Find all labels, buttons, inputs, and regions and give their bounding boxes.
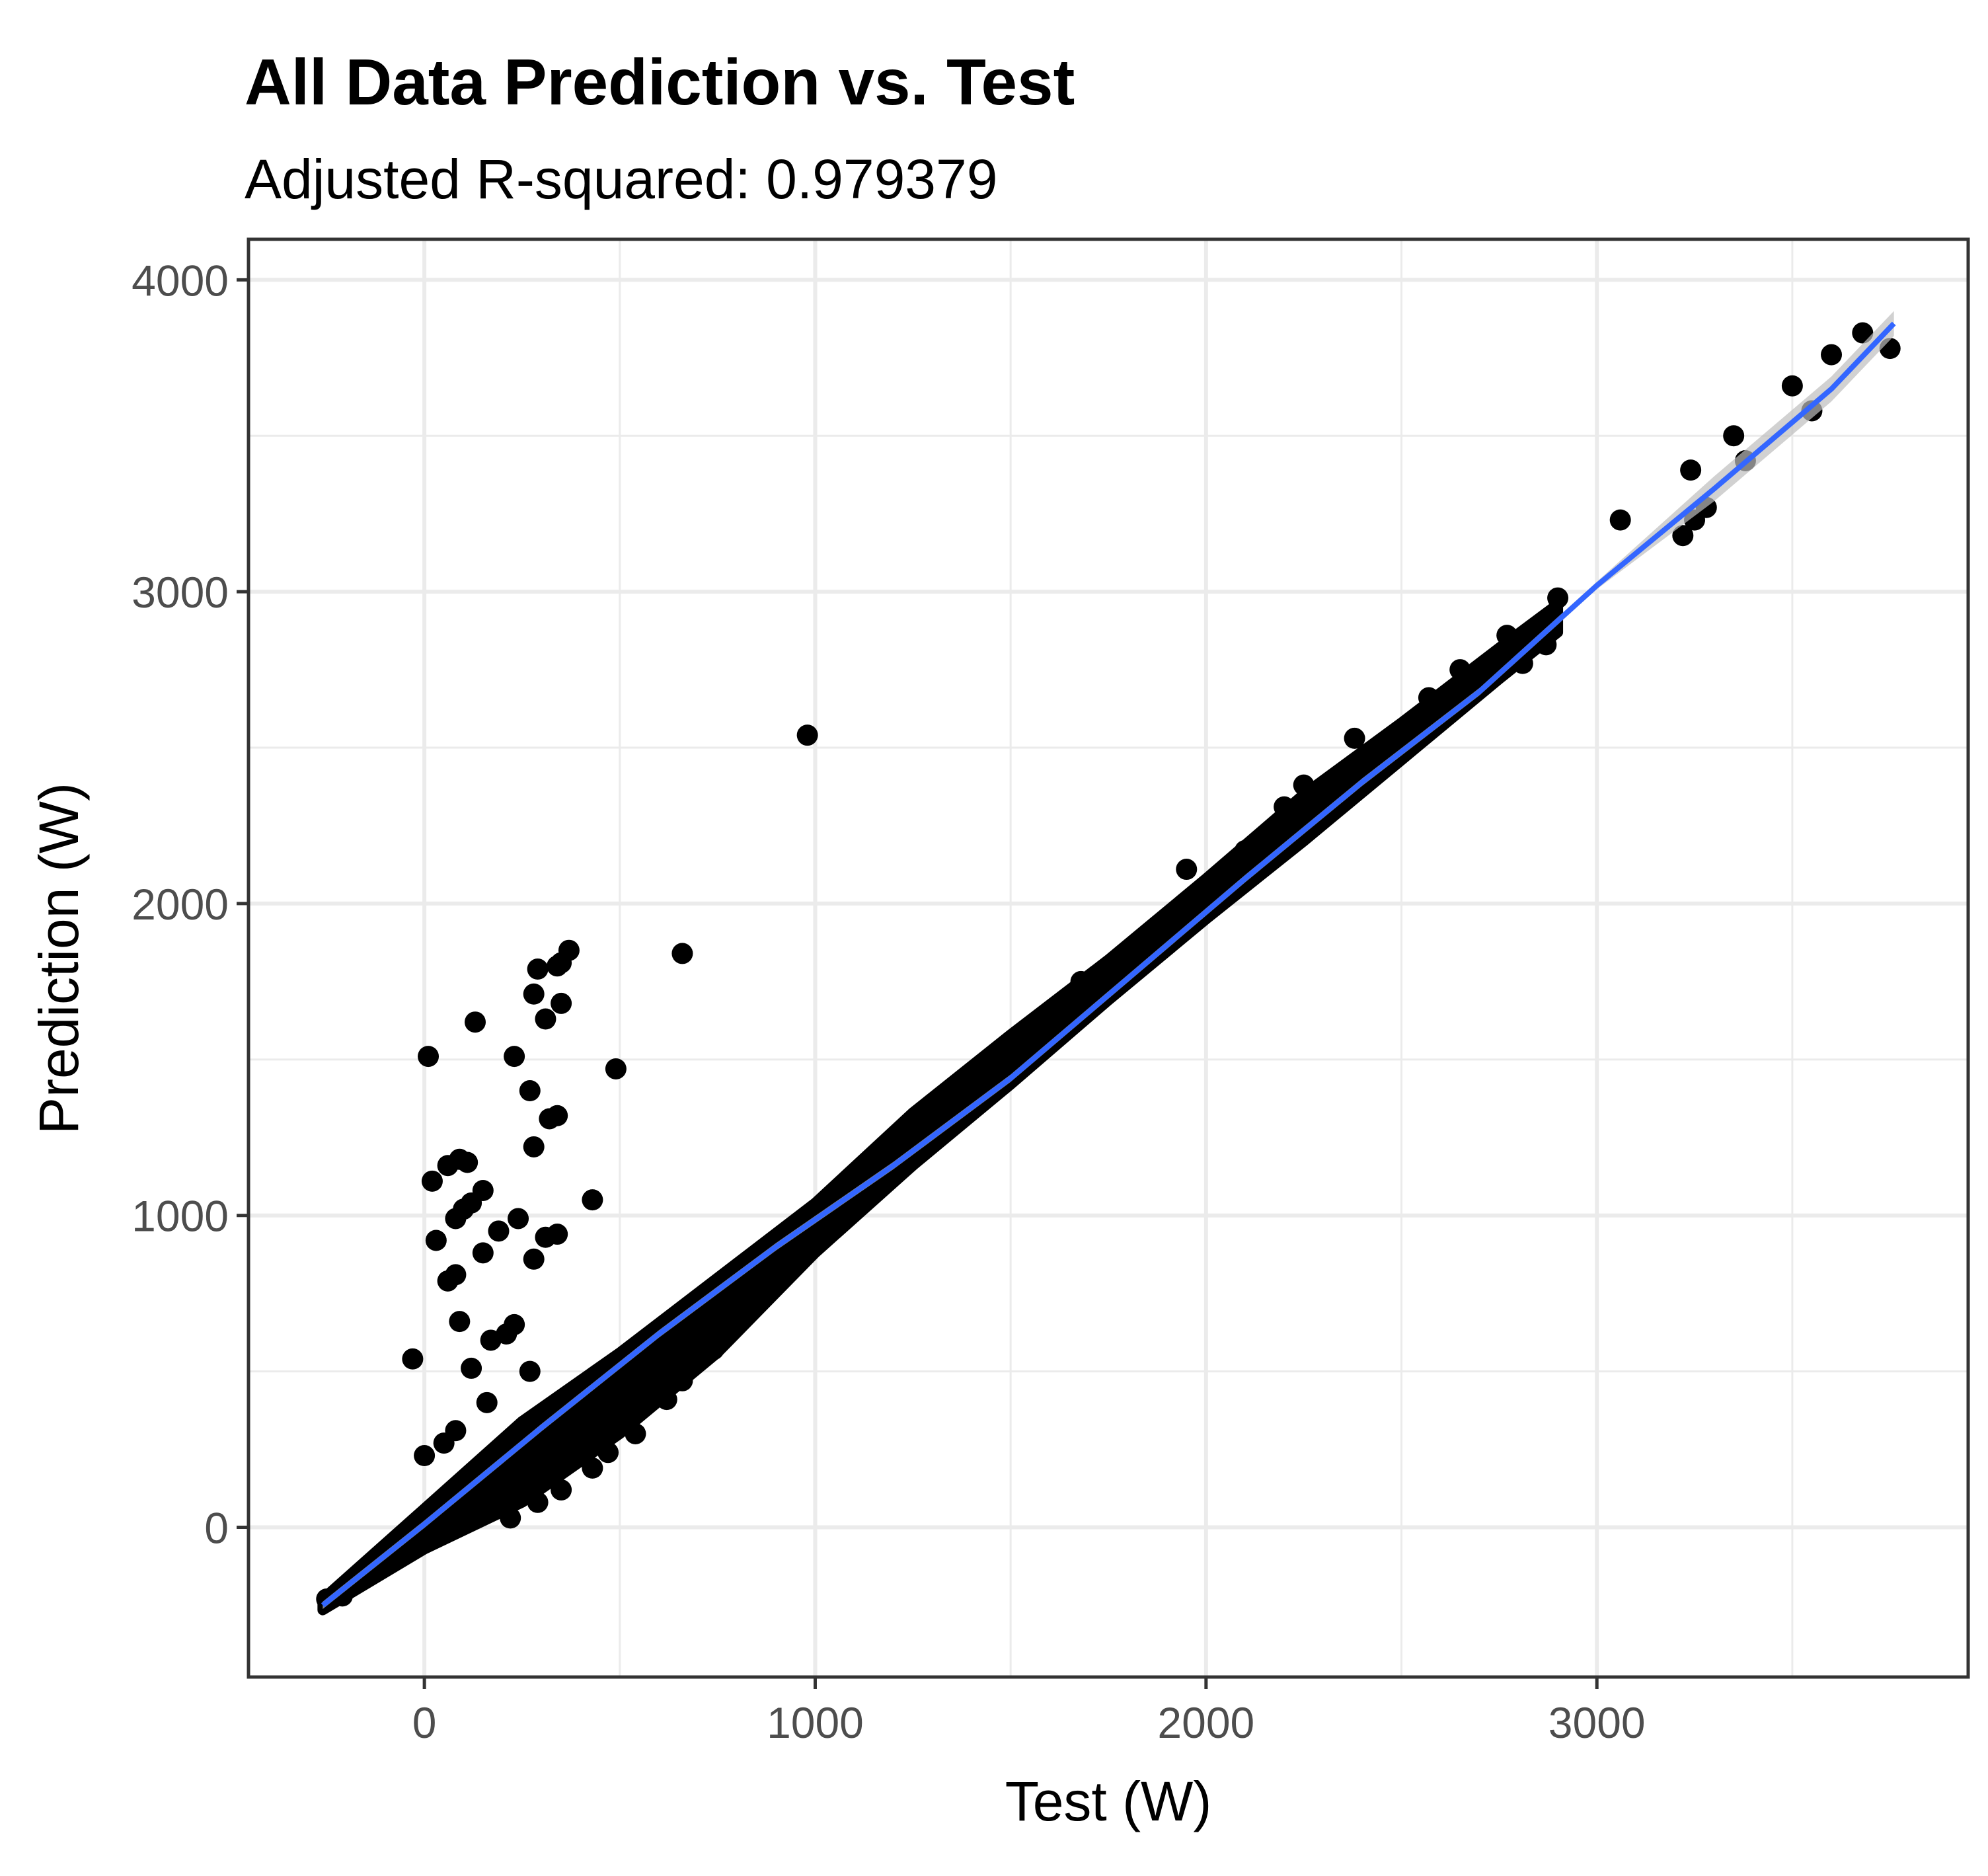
data-point: [796, 724, 818, 746]
data-point: [551, 1479, 572, 1501]
x-axis-ticks: 0 1000 2000 3000: [412, 1677, 1646, 1747]
data-point: [1496, 625, 1518, 646]
data-point: [504, 1313, 525, 1335]
data-point: [1137, 936, 1159, 958]
data-point: [547, 1224, 568, 1245]
data-point: [687, 1329, 709, 1351]
data-point: [457, 1152, 478, 1173]
data-point: [547, 1105, 568, 1126]
y-tick-label: 4000: [132, 256, 229, 305]
y-axis-ticks: 0 1000 2000 3000 4000: [132, 256, 249, 1553]
data-point: [402, 1348, 424, 1370]
data-point: [445, 1264, 467, 1286]
data-point: [605, 1058, 627, 1079]
data-point: [472, 1242, 494, 1264]
data-point: [523, 1248, 545, 1270]
plot-panel-border: [247, 237, 1970, 1679]
data-point: [1723, 425, 1745, 447]
data-point: [425, 1230, 447, 1251]
data-point: [472, 1179, 494, 1201]
x-tick-label: 1000: [767, 1698, 864, 1747]
scatter-points: [316, 322, 1901, 1610]
data-point: [414, 1445, 436, 1467]
x-axis-title: Test (W): [1005, 1770, 1212, 1832]
data-point: [1609, 509, 1631, 531]
y-tick-label: 1000: [132, 1192, 229, 1241]
data-point: [671, 943, 693, 964]
data-point: [1547, 587, 1569, 609]
dense-point-cloud: [317, 599, 1564, 1616]
y-tick-label: 3000: [132, 568, 229, 617]
chart-title: All Data Prediction vs. Test: [245, 46, 1075, 118]
x-tick-label: 2000: [1157, 1698, 1254, 1747]
data-point: [1234, 840, 1256, 861]
data-point: [523, 983, 545, 1005]
chart-subtitle: Adjusted R-squared: 0.979379: [245, 148, 997, 210]
data-point: [421, 1170, 443, 1192]
fit-line-group: [321, 311, 1896, 1610]
data-point: [597, 1442, 619, 1464]
data-point: [1680, 459, 1702, 481]
data-point: [551, 992, 572, 1014]
data-point: [523, 1136, 545, 1157]
data-point: [1274, 796, 1295, 818]
data-point: [445, 1420, 467, 1442]
data-point: [1672, 525, 1694, 547]
data-point: [488, 1220, 510, 1242]
data-point: [582, 1457, 603, 1479]
data-point: [1418, 687, 1439, 709]
data-point: [582, 1189, 603, 1211]
data-point: [558, 939, 580, 961]
data-point: [476, 1391, 498, 1413]
data-point: [504, 1046, 525, 1068]
y-tick-label: 0: [204, 1504, 229, 1553]
dense-point-band: [317, 599, 1564, 1616]
data-point: [500, 1507, 521, 1529]
data-point: [671, 1370, 693, 1391]
data-point: [1852, 322, 1874, 344]
x-tick-label: 3000: [1548, 1698, 1646, 1747]
data-point: [461, 1357, 482, 1379]
data-point: [464, 1011, 486, 1033]
grid-lines: [249, 239, 1968, 1677]
data-point: [625, 1423, 646, 1444]
data-point: [1449, 659, 1471, 681]
data-point: [449, 1311, 471, 1333]
data-point: [1344, 727, 1365, 749]
data-point: [527, 1491, 549, 1513]
data-point: [1070, 970, 1092, 992]
data-point: [508, 1208, 529, 1230]
data-point: [656, 1389, 677, 1411]
data-point: [519, 1360, 541, 1382]
data-point: [547, 955, 568, 977]
data-point: [703, 1339, 724, 1360]
data-point: [519, 1080, 541, 1102]
x-tick-label: 0: [412, 1698, 437, 1747]
fit-line: [321, 321, 1896, 1608]
data-point: [527, 958, 549, 980]
data-point: [1781, 375, 1803, 397]
data-point: [418, 1046, 440, 1068]
data-point: [1293, 774, 1315, 796]
data-point: [1176, 859, 1198, 880]
data-point: [535, 1008, 556, 1030]
y-tick-label: 2000: [132, 880, 229, 929]
data-point: [1821, 344, 1843, 366]
y-axis-title: Prediction (W): [28, 783, 90, 1134]
